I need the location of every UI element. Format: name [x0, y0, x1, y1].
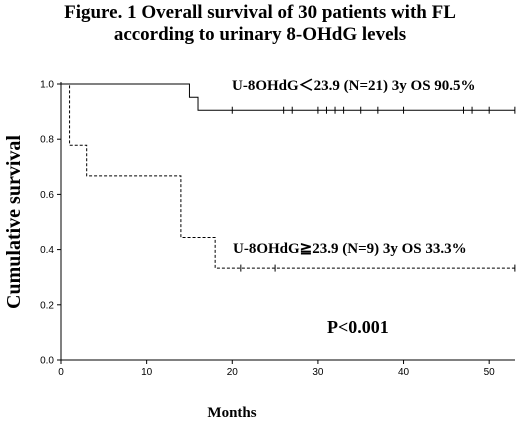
- y-tick-label: 0.6: [40, 190, 54, 201]
- p-value: P<0.001: [327, 317, 389, 337]
- figure-title-line-1: Figure. 1 Overall survival of 30 patient…: [64, 2, 456, 23]
- x-tick-label: 40: [398, 367, 410, 378]
- y-tick-label: 0.2: [40, 300, 54, 311]
- tick-marks: [57, 83, 490, 364]
- survival-curves: [61, 83, 515, 269]
- x-tick-label: 50: [484, 367, 496, 378]
- y-tick-label: 1.0: [40, 80, 54, 91]
- x-tick-label: 30: [312, 367, 324, 378]
- x-tick-label: 10: [141, 367, 153, 378]
- annotation-high-group: U-8OHdG≧23.9 (N=9) 3y OS 33.3%: [233, 241, 467, 257]
- x-tick-label: 20: [227, 367, 239, 378]
- axes: [60, 82, 515, 361]
- y-axis-label: Cumulative survival: [3, 135, 25, 309]
- survival-curve-1: [61, 83, 515, 111]
- annotation-low-group: U-8OHdG＜23.9 (N=21) 3y OS 90.5%: [232, 78, 476, 94]
- y-tick-label: 0.4: [40, 245, 54, 256]
- x-axis-label: Months: [207, 405, 256, 421]
- figure-title-line-2: according to urinary 8-OHdG levels: [113, 24, 407, 45]
- x-tick-label: 0: [58, 367, 64, 378]
- censor-marks: [231, 106, 516, 272]
- y-tick-label: 0.0: [40, 356, 54, 367]
- y-tick-label: 0.8: [40, 135, 54, 146]
- survival-curve-2: [61, 83, 515, 269]
